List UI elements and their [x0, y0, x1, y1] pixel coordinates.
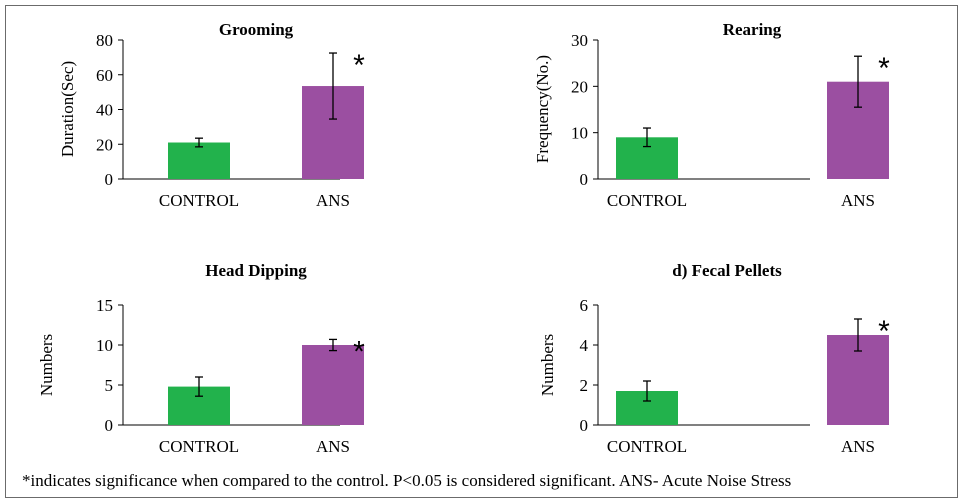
y-axis-label: Duration(Sec)	[58, 61, 77, 157]
y-tick-label: 20	[96, 135, 113, 154]
y-tick-label: 60	[96, 66, 113, 85]
category-label: ANS	[316, 437, 350, 456]
footnote: *indicates significance when compared to…	[22, 471, 792, 490]
y-tick-label: 0	[105, 170, 114, 189]
category-label: CONTROL	[607, 191, 687, 210]
significance-marker: *	[353, 335, 365, 368]
chart-title: d) Fecal Pellets	[672, 261, 782, 280]
y-tick-label: 6	[580, 296, 589, 315]
y-tick-label: 0	[580, 170, 589, 189]
significance-marker: *	[878, 315, 890, 348]
y-tick-label: 20	[571, 77, 588, 96]
y-tick-label: 80	[96, 31, 113, 50]
category-label: CONTROL	[607, 437, 687, 456]
y-axis-label: Frequency(No.)	[533, 55, 552, 163]
figure-frame	[5, 5, 958, 498]
y-tick-label: 0	[580, 416, 589, 435]
y-tick-label: 4	[580, 336, 589, 355]
y-tick-label: 0	[105, 416, 114, 435]
chart-title: Grooming	[219, 20, 294, 39]
y-axis-label: Numbers	[538, 334, 557, 396]
category-label: ANS	[841, 437, 875, 456]
significance-marker: *	[878, 52, 890, 85]
chart-fecal-pellets: d) Fecal Pellets Numbers 0 2 4 6 CONTROL ANS *	[538, 261, 890, 456]
y-tick-label: 40	[96, 101, 113, 120]
y-tick-label: 2	[580, 376, 589, 395]
y-tick-label: 15	[96, 296, 113, 315]
bar-control	[168, 142, 230, 179]
category-label: CONTROL	[159, 437, 239, 456]
y-tick-label: 10	[96, 336, 113, 355]
bar-ans	[302, 345, 364, 425]
chart-head-dipping: Head Dipping Numbers 0 5 10 15 CONTROL ANS *	[37, 261, 365, 456]
category-label: ANS	[316, 191, 350, 210]
category-label: ANS	[841, 191, 875, 210]
y-tick-label: 5	[105, 376, 114, 395]
y-tick-label: 30	[571, 31, 588, 50]
chart-rearing: Rearing Frequency(No.) 0 10 20 30 CONTROL ANS *	[533, 20, 890, 210]
chart-title: Head Dipping	[205, 261, 307, 280]
chart-grooming: Grooming Duration(Sec) 0 20 40 60 80 CONTROL ANS…	[58, 20, 365, 210]
y-tick-label: 10	[571, 124, 588, 143]
significance-marker: *	[353, 49, 365, 82]
category-label: CONTROL	[159, 191, 239, 210]
chart-title: Rearing	[723, 20, 782, 39]
y-axis-label: Numbers	[37, 334, 56, 396]
